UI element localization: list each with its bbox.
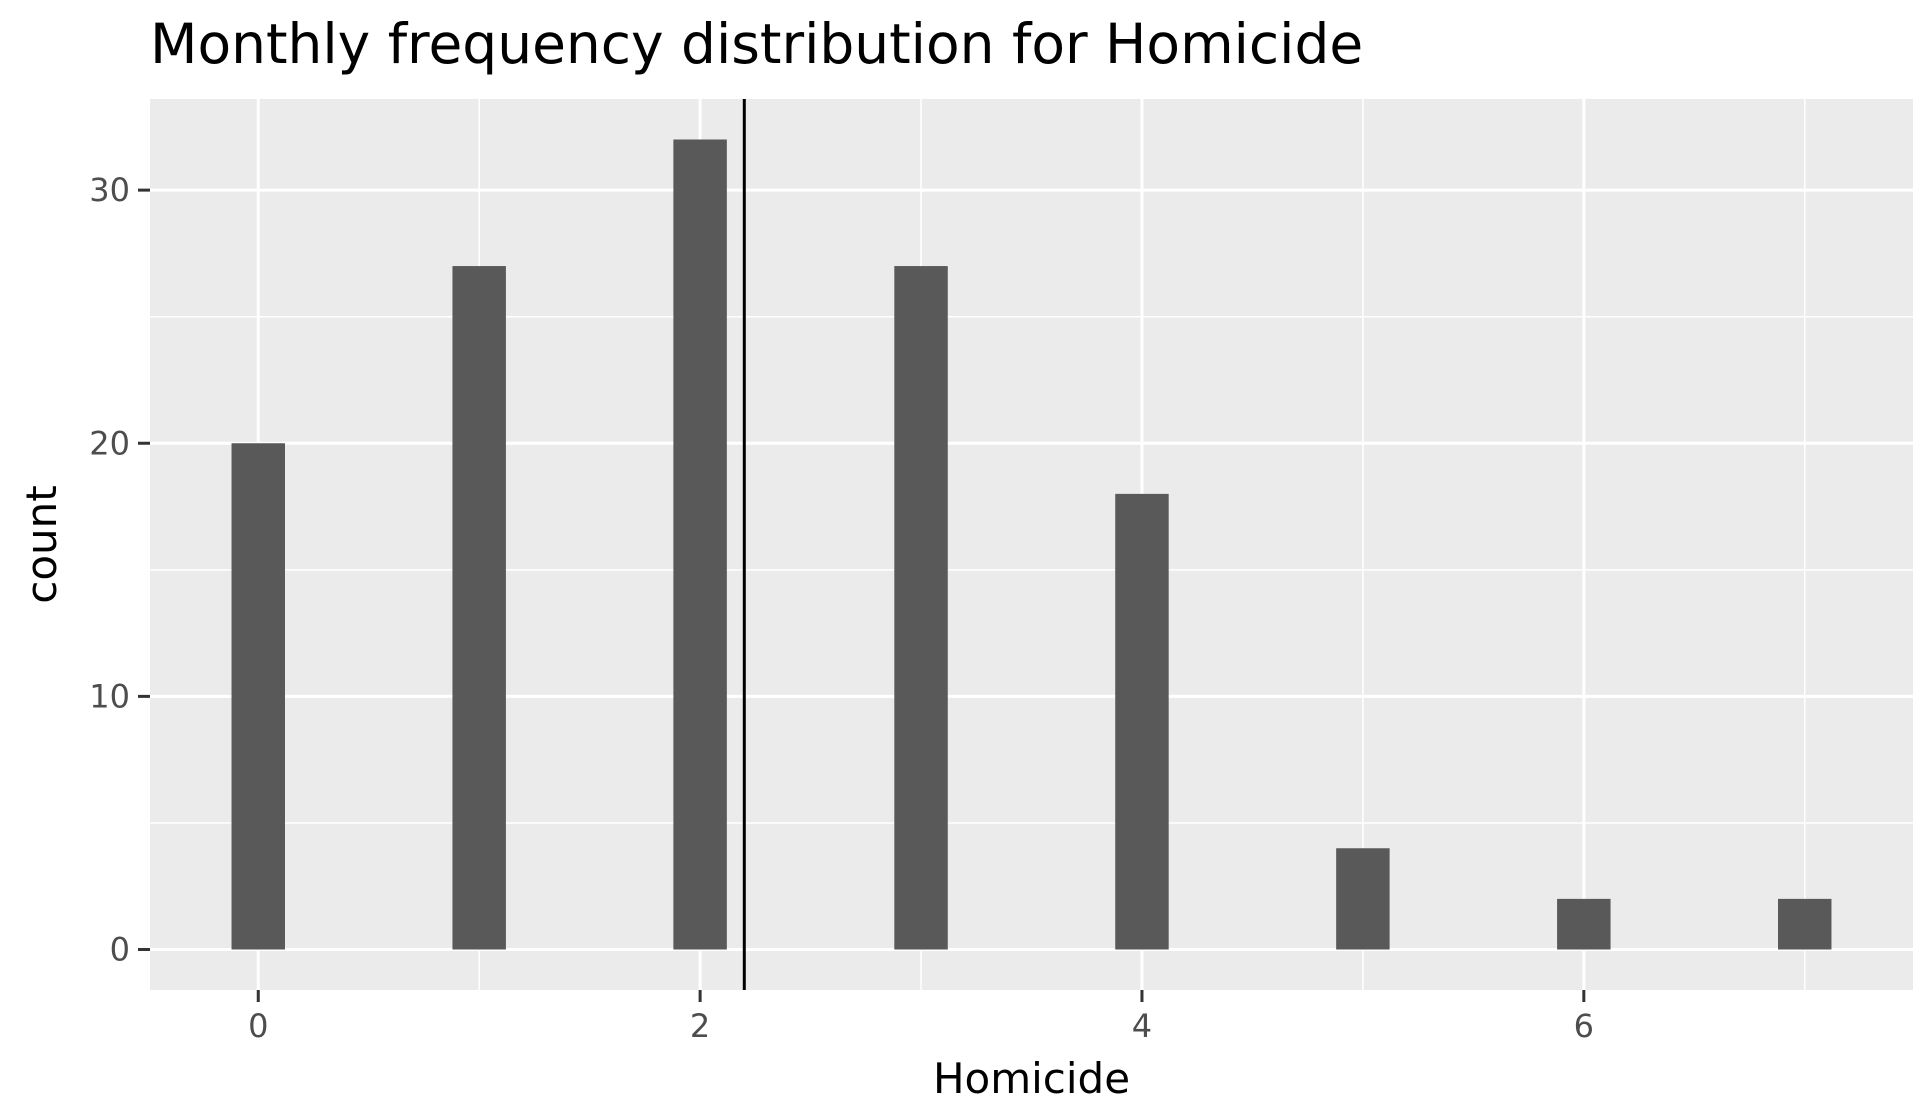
y-tick-label: 20 [89,424,130,462]
x-axis: 0 2 4 6 [248,990,1594,1045]
bar [1115,493,1169,950]
bar [1557,898,1611,950]
bar [231,443,285,950]
y-tick-label: 30 [89,171,130,209]
bar [673,139,727,950]
chart-title: Monthly frequency distribution for Homic… [150,12,1364,76]
bars [231,139,1832,950]
bar [1336,848,1390,950]
x-tick-label: 6 [1574,1007,1594,1045]
bar [1778,898,1832,950]
plot-panel [150,99,1913,990]
y-tick-label: 10 [89,677,130,715]
bar [452,266,506,950]
bar [894,266,948,950]
y-tick-label: 0 [110,931,130,969]
y-axis: 0 10 20 30 [89,171,150,969]
x-tick-label: 2 [690,1007,710,1045]
x-axis-title: Homicide [933,1054,1130,1103]
x-tick-label: 4 [1132,1007,1152,1045]
y-axis-title: count [17,485,66,604]
x-tick-label: 0 [248,1007,268,1045]
